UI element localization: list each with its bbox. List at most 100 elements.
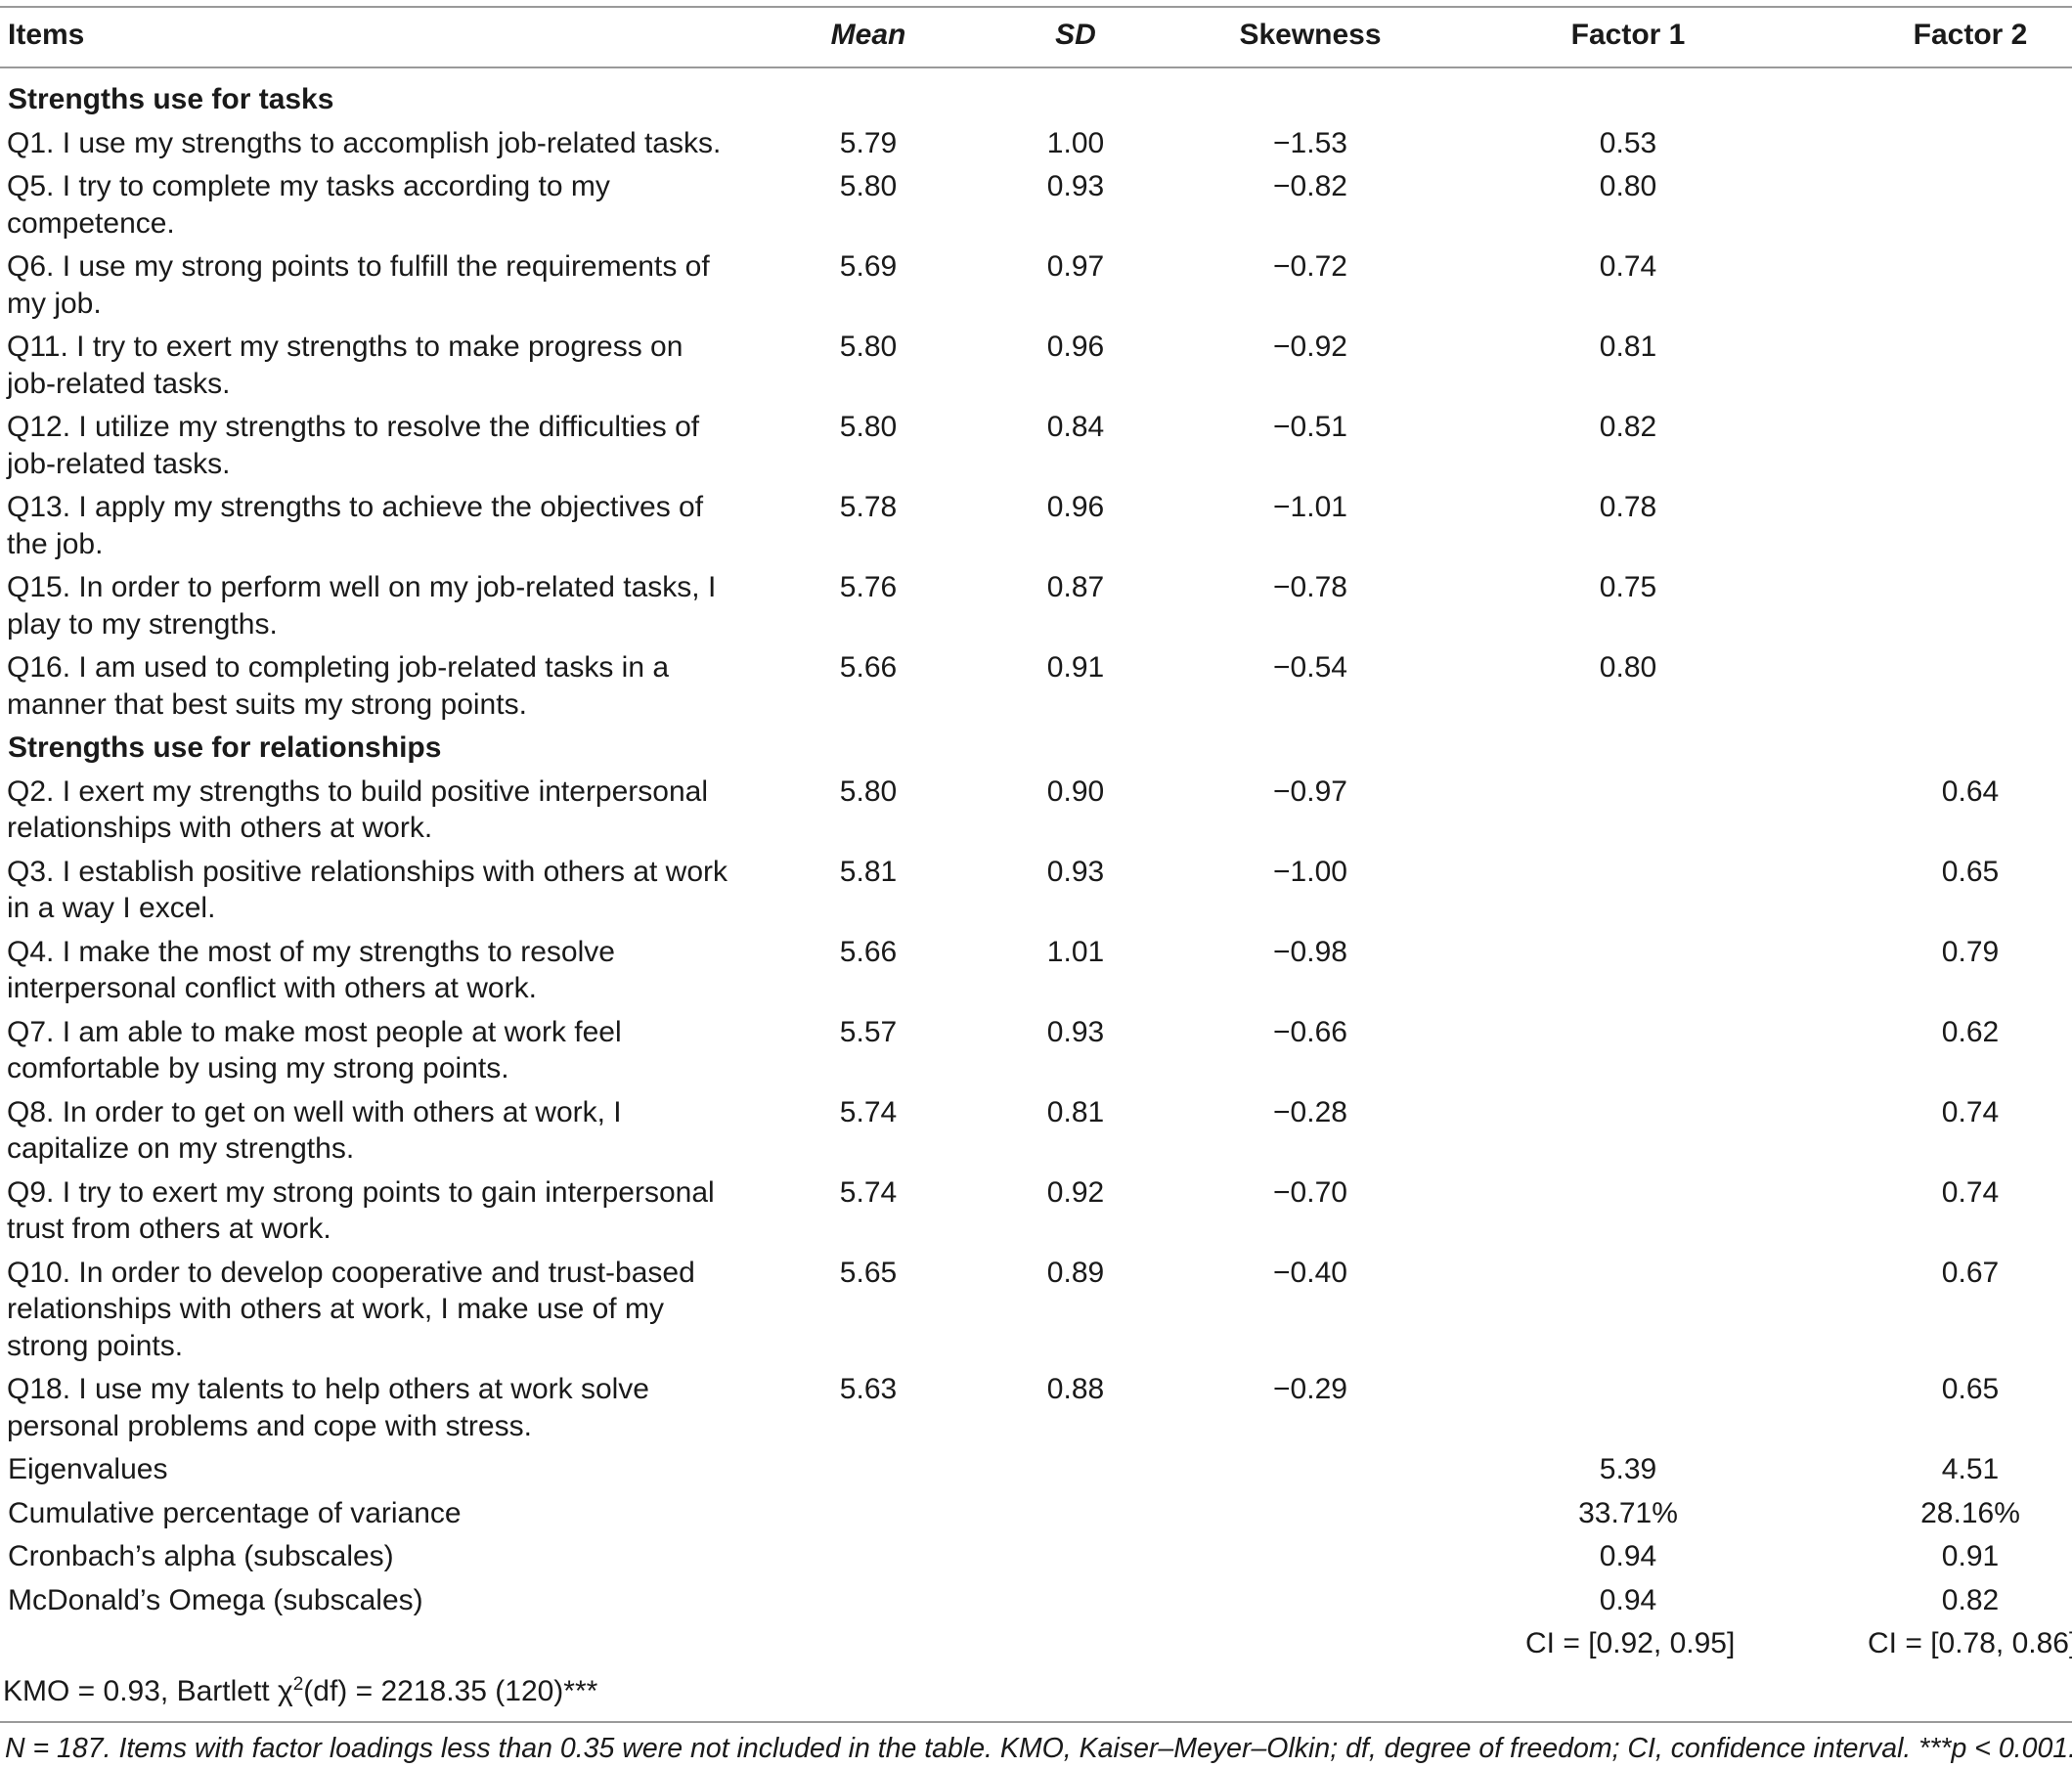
item-text-line: interpersonal conflict with others at wo… <box>7 972 537 1004</box>
cell-sd: 1.00 <box>1046 126 1105 159</box>
item-text-line: Q13. I apply my strengths to achieve the… <box>7 491 704 523</box>
cell-mean: 5.74 <box>839 1095 898 1128</box>
item-text-line: the job. <box>7 527 104 560</box>
cell-skew: −1.01 <box>1273 491 1347 523</box>
cell-sd: 0.84 <box>1046 411 1105 443</box>
item-text-line: in a way I excel. <box>7 892 216 924</box>
cell-f1: 0.78 <box>1599 491 1657 523</box>
item-text-line: trust from others at work. <box>7 1213 331 1245</box>
cell-mean: 5.81 <box>839 855 898 888</box>
cell-f1: 0.74 <box>1599 250 1657 283</box>
cell-sd: 0.90 <box>1046 774 1105 808</box>
cell-skew: −0.51 <box>1273 411 1347 443</box>
item-text-line: Q8. In order to get on well with others … <box>7 1095 622 1128</box>
cell-skew: −0.92 <box>1273 331 1347 363</box>
summary-factor2: 0.91 <box>1941 1540 2000 1572</box>
header-sd: SD <box>1055 19 1096 51</box>
item-text-line: relationships with others at work. <box>7 812 433 844</box>
header-items: Items <box>8 19 85 51</box>
item-text-line: Q6. I use my strong points to fulfill th… <box>7 250 710 283</box>
cell-f1: 0.53 <box>1599 126 1657 159</box>
item-text-line: play to my strengths. <box>7 607 278 641</box>
item-text-line: Q3. I establish positive relationships w… <box>7 855 728 888</box>
summary-factor1: 33.71% <box>1578 1496 1678 1529</box>
bottom-rule <box>0 1721 2072 1723</box>
item-text-line: strong points. <box>7 1329 184 1362</box>
kmo-text: KMO = 0.93, Bartlett χ <box>3 1675 293 1707</box>
section-title: Strengths use for relationships <box>8 731 442 764</box>
cell-f1: 0.80 <box>1599 170 1657 202</box>
cell-mean: 5.66 <box>839 935 898 968</box>
header-rule <box>0 66 2072 68</box>
item-text-line: my job. <box>7 287 102 320</box>
item-text-line: Q16. I am used to completing job-related… <box>7 651 670 684</box>
cell-sd: 0.96 <box>1046 491 1105 523</box>
item-text-line: Q9. I try to exert my strong points to g… <box>7 1175 715 1209</box>
cell-mean: 5.65 <box>839 1256 898 1289</box>
summary-label: McDonald’s Omega (subscales) <box>8 1583 423 1616</box>
cell-skew: −0.29 <box>1273 1373 1347 1405</box>
cell-sd: 0.88 <box>1046 1373 1105 1405</box>
cell-mean: 5.79 <box>839 126 898 159</box>
summary-factor1: 5.39 <box>1599 1453 1657 1485</box>
cell-f1: 0.82 <box>1599 411 1657 443</box>
item-text-line: job-related tasks. <box>7 367 231 400</box>
cell-f2: 0.74 <box>1941 1095 2000 1128</box>
summary-factor2: 4.51 <box>1941 1453 2000 1485</box>
kmo-bartlett-line: KMO = 0.93, Bartlett χ2(df) = 2218.35 (1… <box>3 1673 597 1710</box>
summary-factor1: 0.94 <box>1599 1540 1657 1572</box>
cell-f1: 0.81 <box>1599 331 1657 363</box>
table-footnote: N = 187. Items with factor loadings less… <box>5 1733 2072 1764</box>
item-text-line: personal problems and cope with stress. <box>7 1409 532 1442</box>
item-text-line: Q15. In order to perform well on my job-… <box>7 571 717 603</box>
item-text-line: Q2. I exert my strengths to build positi… <box>7 774 709 808</box>
cell-sd: 0.96 <box>1046 331 1105 363</box>
top-rule <box>0 6 2072 8</box>
cell-mean: 5.76 <box>839 571 898 603</box>
cell-mean: 5.74 <box>839 1175 898 1209</box>
item-text-line: Q4. I make the most of my strengths to r… <box>7 935 615 968</box>
cell-f1: 0.75 <box>1599 571 1657 603</box>
item-text-line: Q11. I try to exert my strengths to make… <box>7 331 683 363</box>
cell-skew: −0.82 <box>1273 170 1347 202</box>
cell-skew: −0.28 <box>1273 1095 1347 1128</box>
cell-skew: −1.00 <box>1273 855 1347 888</box>
item-text-line: Q5. I try to complete my tasks according… <box>7 170 610 202</box>
item-text-line: manner that best suits my strong points. <box>7 687 527 721</box>
cell-mean: 5.80 <box>839 170 898 202</box>
header-skewness: Skewness <box>1239 19 1382 51</box>
cell-skew: −0.98 <box>1273 935 1347 968</box>
cell-skew: −0.40 <box>1273 1256 1347 1289</box>
item-text-line: Q12. I utilize my strengths to resolve t… <box>7 411 700 443</box>
cell-mean: 5.80 <box>839 331 898 363</box>
cell-mean: 5.78 <box>839 491 898 523</box>
cell-f2: 0.64 <box>1941 774 2000 808</box>
cell-skew: −0.97 <box>1273 774 1347 808</box>
item-text-line: comfortable by using my strong points. <box>7 1052 509 1084</box>
cell-mean: 5.80 <box>839 411 898 443</box>
cell-sd: 0.97 <box>1046 250 1105 283</box>
cell-skew: −0.66 <box>1273 1015 1347 1048</box>
item-text-line: capitalize on my strengths. <box>7 1132 355 1165</box>
cell-sd: 0.87 <box>1046 571 1105 603</box>
cell-sd: 1.01 <box>1046 935 1105 968</box>
section-title: Strengths use for tasks <box>8 83 334 115</box>
summary-label: Cronbach’s alpha (subscales) <box>8 1540 394 1572</box>
cell-f2: 0.65 <box>1941 1373 2000 1405</box>
summary-factor2: CI = [0.78, 0.86] <box>1868 1627 2072 1659</box>
header-factor2: Factor 2 <box>1913 19 2028 51</box>
item-text-line: competence. <box>7 206 175 240</box>
summary-label: Cumulative percentage of variance <box>8 1496 462 1529</box>
cell-mean: 5.66 <box>839 651 898 684</box>
cell-f2: 0.79 <box>1941 935 2000 968</box>
cell-sd: 0.89 <box>1046 1256 1105 1289</box>
header-factor1: Factor 1 <box>1570 19 1686 51</box>
cell-mean: 5.69 <box>839 250 898 283</box>
summary-factor1: CI = [0.92, 0.95] <box>1525 1627 1736 1659</box>
cell-mean: 5.80 <box>839 774 898 808</box>
item-text-line: Q10. In order to develop cooperative and… <box>7 1256 695 1289</box>
cell-f2: 0.62 <box>1941 1015 2000 1048</box>
item-text-line: Q1. I use my strengths to accomplish job… <box>7 126 722 159</box>
chi-square-superscript: 2 <box>292 1674 304 1695</box>
